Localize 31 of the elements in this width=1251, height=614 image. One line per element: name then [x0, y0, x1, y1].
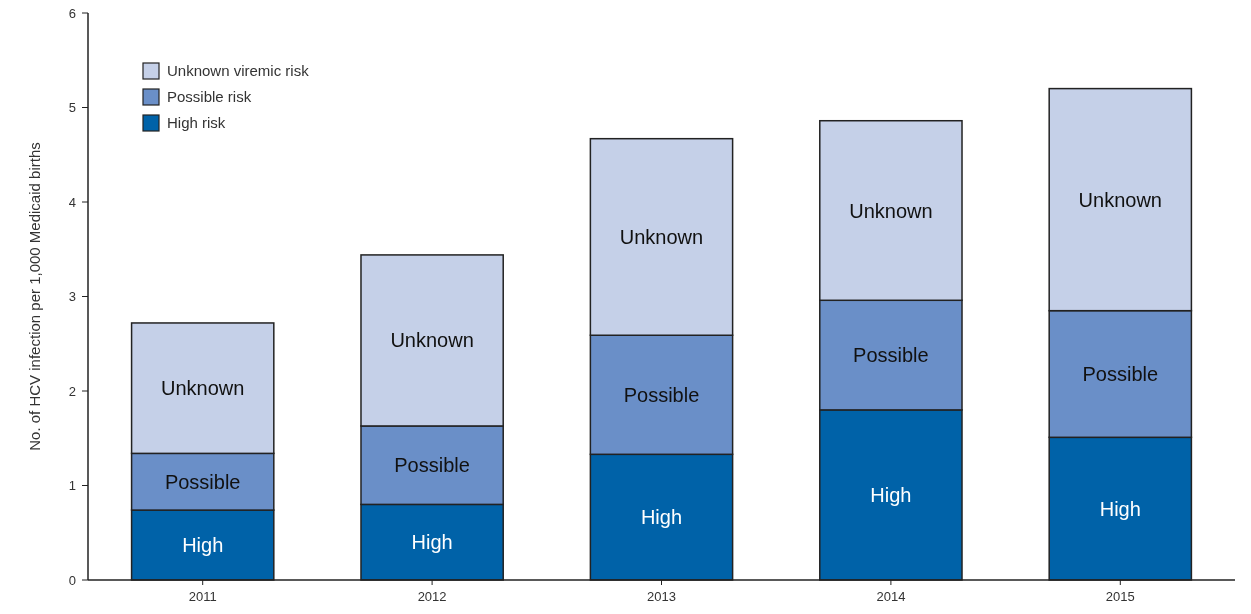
y-tick-label: 6	[68, 5, 76, 21]
data-label: High	[1099, 497, 1141, 520]
y-tick-label: 1	[68, 478, 76, 494]
y-tick-label: 0	[68, 572, 76, 588]
legend-label: High risk	[167, 114, 226, 131]
legend-label: Possible risk	[167, 88, 252, 105]
data-label: Unknown	[619, 225, 704, 248]
data-label: High	[870, 483, 912, 506]
x-tick-label: 2015	[1105, 589, 1135, 604]
data-label: Unknown	[161, 377, 245, 400]
y-tick-label: 4	[68, 194, 76, 210]
data-label: Unknown	[1078, 188, 1162, 211]
data-label: High	[411, 531, 453, 554]
legend-label: Unknown viremic risk	[167, 62, 310, 79]
data-label: Possible	[623, 383, 700, 406]
data-label: Possible	[853, 344, 929, 367]
y-axis-title: No. of HCV infection per 1,000 Medicaid births	[26, 142, 43, 451]
data-label: Possible	[394, 454, 470, 477]
y-tick-label: 5	[68, 100, 76, 116]
x-tick-label: 2012	[417, 589, 447, 604]
y-tick-label: 3	[68, 289, 76, 305]
data-label: Possible	[164, 470, 241, 493]
x-tick-label: 2014	[876, 589, 906, 604]
x-tick-label: 2011	[188, 589, 217, 604]
data-label: High	[640, 506, 683, 529]
data-label: High	[182, 534, 224, 557]
data-label: Unknown	[390, 329, 474, 352]
data-label: Possible	[1082, 362, 1159, 385]
data-label: Unknown	[849, 199, 933, 222]
y-tick-label: 2	[68, 383, 76, 399]
x-tick-label: 2013	[647, 589, 676, 604]
